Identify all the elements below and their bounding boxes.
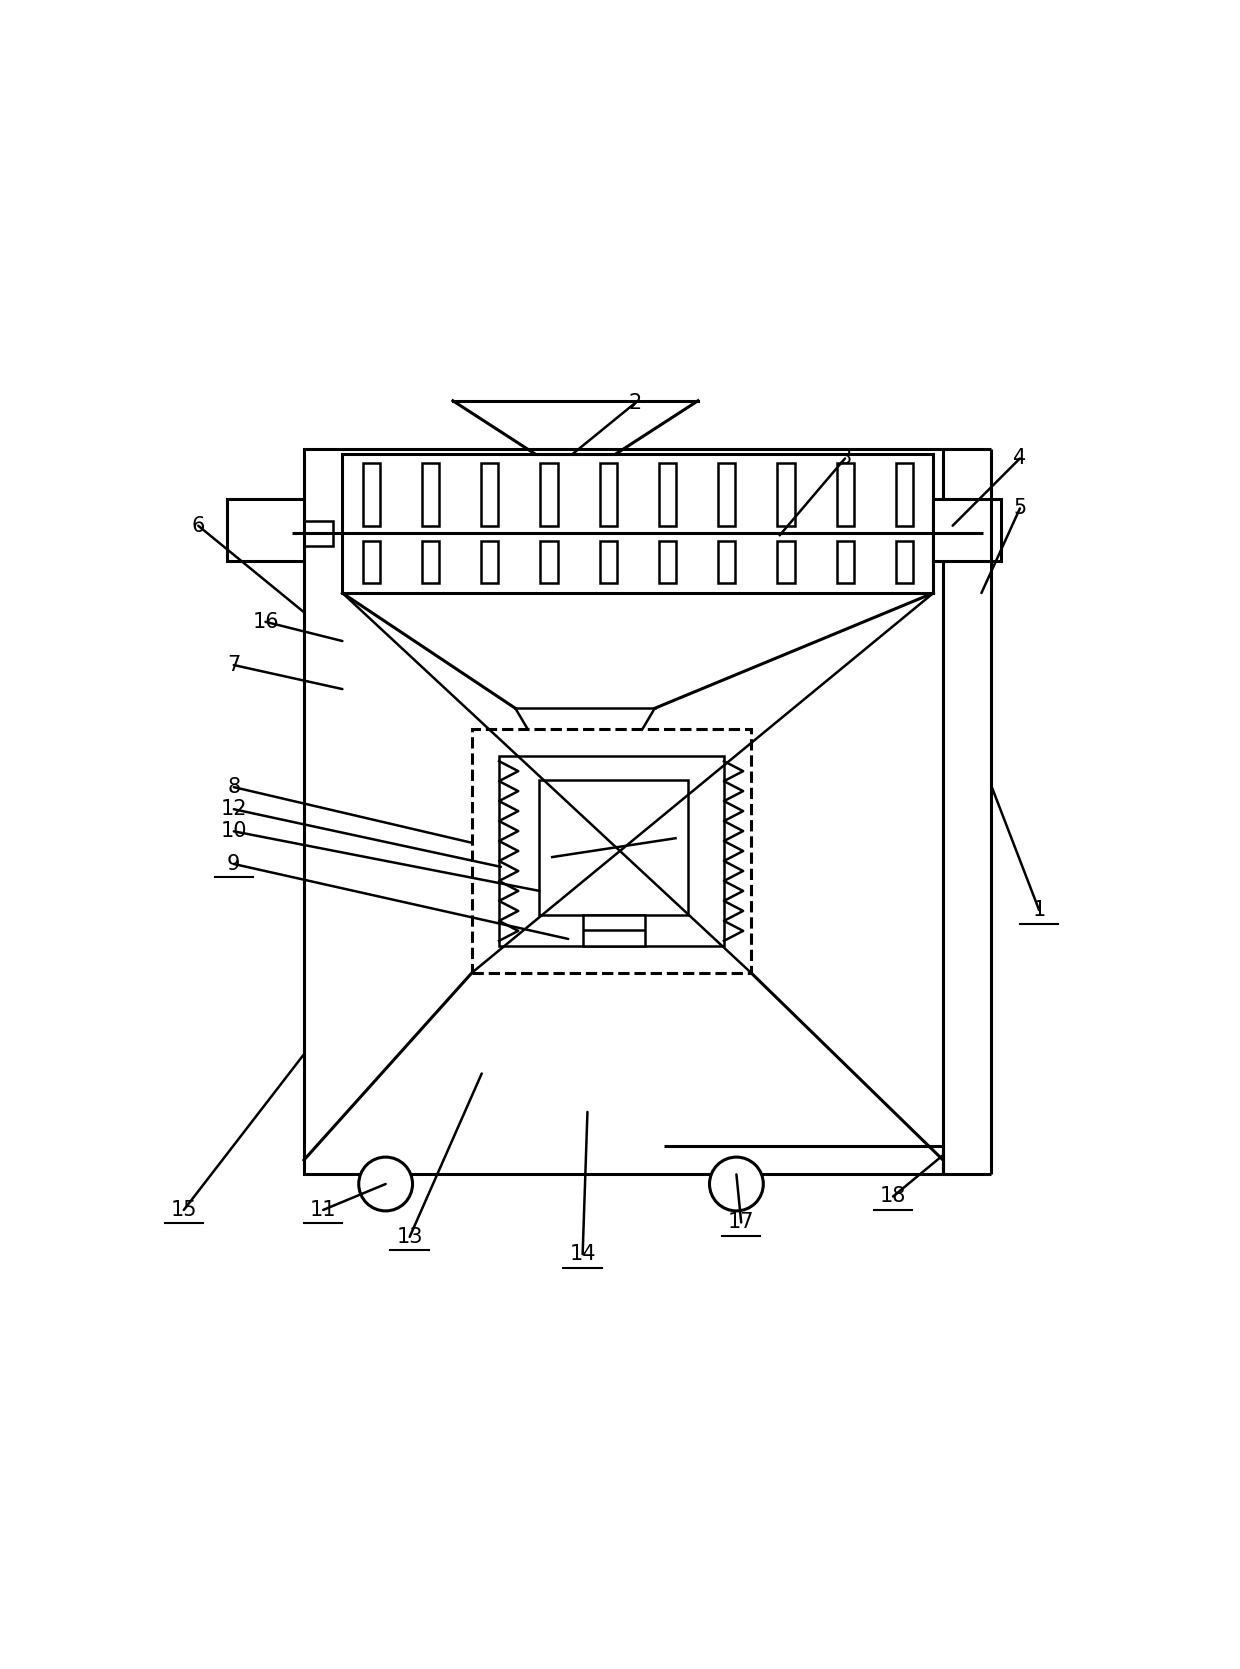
Bar (658, 541, 676, 584)
Text: 7: 7 (227, 654, 241, 674)
Bar (541, 464, 558, 526)
Bar (897, 464, 913, 526)
Bar (422, 541, 439, 584)
Bar (777, 464, 795, 526)
Bar (472, 729, 750, 973)
Bar (498, 756, 724, 946)
Text: 9: 9 (227, 855, 241, 875)
Text: 4: 4 (1013, 449, 1027, 469)
Text: 1: 1 (1033, 900, 1045, 920)
Circle shape (709, 1157, 764, 1212)
Bar (422, 464, 439, 526)
Bar (293, 521, 332, 546)
Bar (304, 449, 942, 1175)
Bar (583, 915, 645, 946)
Bar (718, 541, 735, 584)
Text: 17: 17 (728, 1212, 754, 1232)
Bar (600, 464, 618, 526)
Text: 5: 5 (1013, 499, 1027, 519)
Bar (539, 781, 688, 915)
Text: 15: 15 (171, 1200, 197, 1220)
Bar (600, 541, 618, 584)
Text: 6: 6 (191, 516, 205, 536)
Bar (481, 464, 498, 526)
Bar (934, 499, 1001, 561)
Bar (481, 541, 498, 584)
Bar (658, 464, 676, 526)
Bar (362, 541, 379, 584)
Text: 12: 12 (221, 799, 247, 819)
Text: 14: 14 (569, 1243, 596, 1263)
Text: 11: 11 (310, 1200, 336, 1220)
Text: 8: 8 (227, 778, 241, 798)
Bar (227, 499, 304, 561)
Bar (944, 521, 983, 546)
Bar (897, 541, 913, 584)
Text: 16: 16 (252, 613, 279, 633)
Bar (342, 454, 934, 592)
Bar (718, 464, 735, 526)
Bar (777, 541, 795, 584)
Bar (541, 541, 558, 584)
Circle shape (358, 1157, 413, 1212)
Text: 18: 18 (880, 1187, 906, 1207)
Bar (837, 541, 854, 584)
Bar (837, 464, 854, 526)
Bar (362, 464, 379, 526)
Text: 3: 3 (838, 449, 852, 469)
Text: 10: 10 (221, 821, 247, 841)
Text: 2: 2 (629, 392, 642, 412)
Text: 13: 13 (397, 1227, 423, 1247)
